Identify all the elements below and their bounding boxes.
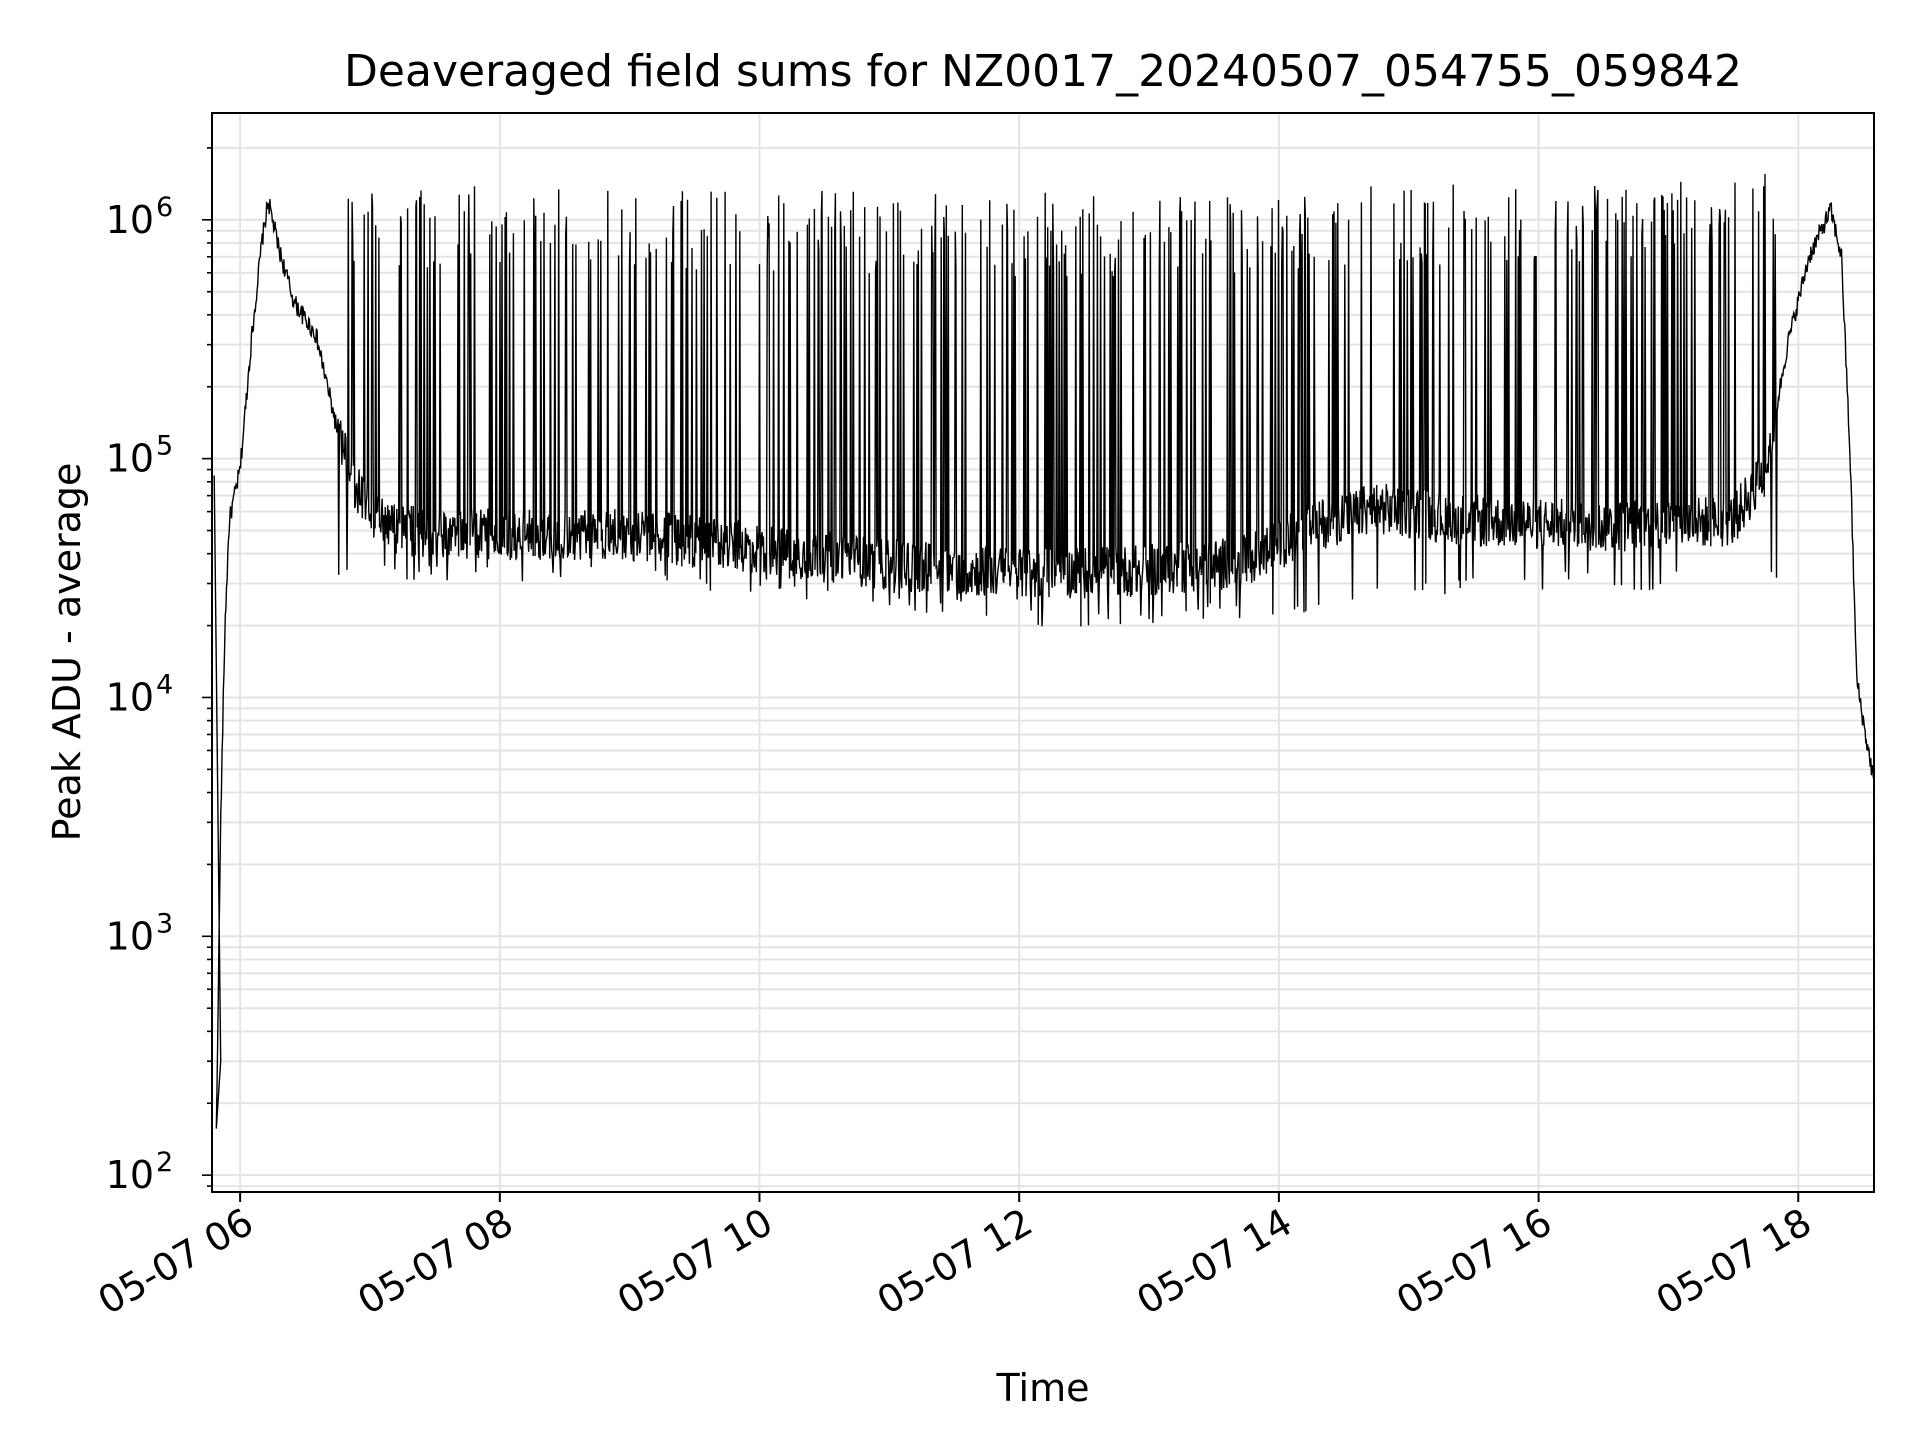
y-tick-base: 10 xyxy=(106,437,154,481)
plot-frame xyxy=(211,112,1875,1193)
x-tick-label: 05-07 10 xyxy=(610,1200,780,1324)
y-tick-exponent: 5 xyxy=(156,431,173,462)
x-tick-label: 05-07 06 xyxy=(91,1200,261,1324)
y-tick-label: 10 xyxy=(106,1153,154,1197)
y-tick-label: 10 xyxy=(106,914,154,958)
y-tick-exponent: 4 xyxy=(156,669,173,700)
y-tick-base: 10 xyxy=(106,914,154,958)
series-layer xyxy=(213,173,1875,1129)
x-tick-label: 05-07 08 xyxy=(350,1200,520,1324)
y-axis-label: Peak ADU - average xyxy=(45,463,89,842)
chart-title: Deaveraged field sums for NZ0017_2024050… xyxy=(344,46,1742,97)
y-tick-label: 10 xyxy=(106,437,154,481)
y-tick-label: 10 xyxy=(106,198,154,242)
x-tick-label: 05-07 18 xyxy=(1649,1200,1819,1324)
x-tick-label: 05-07 16 xyxy=(1389,1200,1559,1324)
minor-tick-layer xyxy=(202,147,212,1187)
y-tick-base: 10 xyxy=(106,198,154,242)
x-axis-label: Time xyxy=(996,1366,1090,1410)
series-line xyxy=(213,173,1875,1129)
x-tick-label: 05-07 14 xyxy=(1129,1200,1299,1324)
x-tick-label: 05-07 12 xyxy=(870,1200,1040,1324)
y-tick-base: 10 xyxy=(106,675,154,719)
y-tick-base: 10 xyxy=(106,1153,154,1197)
y-tick-exponent: 6 xyxy=(156,192,173,223)
y-tick-exponent: 3 xyxy=(156,908,173,939)
y-tick-label: 10 xyxy=(106,675,154,719)
y-tick-exponent: 2 xyxy=(156,1147,173,1178)
